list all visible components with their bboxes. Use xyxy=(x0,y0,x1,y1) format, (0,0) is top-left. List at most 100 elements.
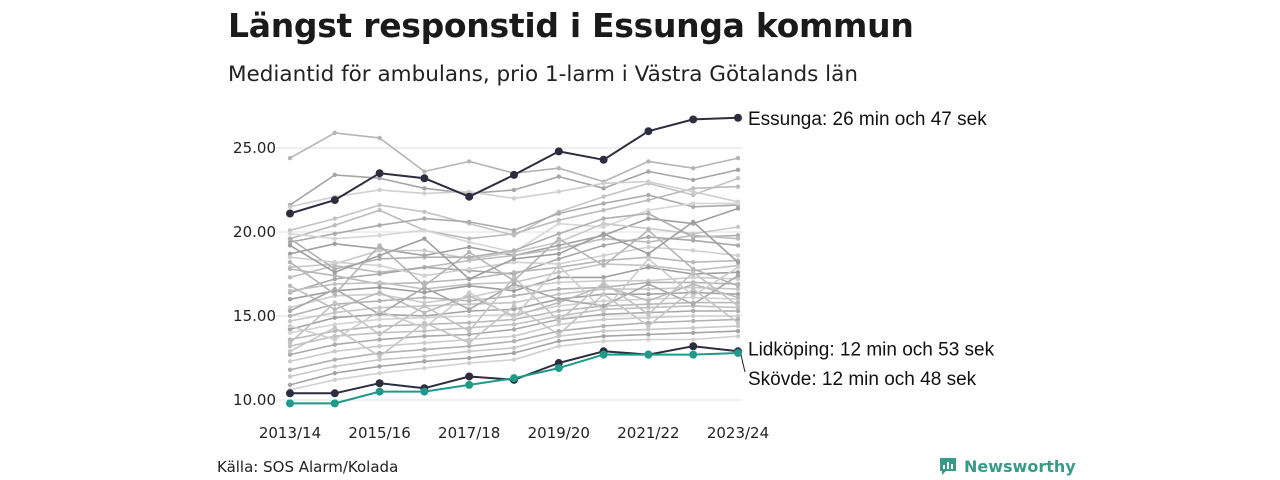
series-point xyxy=(646,265,651,270)
series-point xyxy=(601,201,606,206)
series-point xyxy=(377,263,382,268)
background-series-line xyxy=(287,313,741,364)
series-point xyxy=(467,258,472,263)
series-point xyxy=(422,300,427,305)
series-point xyxy=(556,165,561,171)
series-point xyxy=(287,236,293,241)
series-point xyxy=(511,339,517,344)
series-point xyxy=(330,196,339,205)
series-point xyxy=(332,349,337,354)
series-point xyxy=(511,270,517,275)
series-point xyxy=(332,322,337,327)
series-point xyxy=(286,399,294,408)
highlight-series-line xyxy=(286,113,742,218)
series-point xyxy=(286,389,294,398)
series-point xyxy=(467,340,472,346)
series-point xyxy=(601,333,606,339)
series-point xyxy=(601,231,606,236)
series-point xyxy=(556,318,561,324)
series-point xyxy=(377,223,382,228)
x-tick-label: 2023/24 xyxy=(707,424,769,442)
series-point xyxy=(511,281,517,287)
series-point xyxy=(467,249,472,255)
series-point xyxy=(511,285,517,290)
series-point xyxy=(556,236,561,241)
series-point xyxy=(287,337,293,342)
series-point xyxy=(422,295,427,300)
series-point xyxy=(377,332,382,337)
series-point xyxy=(735,184,741,189)
series-point xyxy=(377,308,382,314)
series-point xyxy=(556,239,561,245)
series-point xyxy=(691,260,696,265)
series-point xyxy=(422,273,427,278)
series-point xyxy=(646,256,651,262)
background-series-line xyxy=(287,328,741,388)
series-point xyxy=(510,170,518,179)
series-point xyxy=(287,266,293,272)
series-point xyxy=(422,228,427,233)
series-point xyxy=(332,172,337,178)
series-point xyxy=(422,280,427,285)
series-point xyxy=(601,221,606,226)
x-tick-label: 2013/14 xyxy=(259,424,321,442)
series-point xyxy=(377,187,382,193)
series-point xyxy=(332,130,337,136)
series-point xyxy=(467,337,472,342)
series-point xyxy=(646,169,651,174)
series-annotation: Essunga: 26 min och 47 sek xyxy=(748,109,987,130)
series-point xyxy=(735,317,741,322)
series-point xyxy=(332,231,337,236)
series-point xyxy=(377,312,382,317)
series-point xyxy=(601,275,606,280)
series-point xyxy=(556,332,561,337)
series-point xyxy=(556,303,561,309)
annotation-leader xyxy=(740,354,746,373)
series-point xyxy=(691,238,696,243)
series-line xyxy=(289,318,739,371)
series-point xyxy=(332,291,337,297)
series-point xyxy=(422,328,427,334)
x-tick-label: 2017/18 xyxy=(438,424,500,442)
series-point xyxy=(511,231,517,236)
series-point xyxy=(691,275,696,280)
series-point xyxy=(556,256,561,262)
series-point xyxy=(467,349,472,354)
series-point xyxy=(601,243,606,248)
series-point xyxy=(689,115,698,124)
series-point xyxy=(287,204,293,209)
series-point xyxy=(422,340,427,346)
series-point xyxy=(601,194,606,199)
series-point xyxy=(330,389,339,398)
series-point xyxy=(467,293,472,299)
background-series-line xyxy=(287,192,741,245)
x-tick-label: 2021/22 xyxy=(617,424,679,442)
series-point xyxy=(646,239,651,245)
series-point xyxy=(511,350,517,356)
series-point xyxy=(691,313,696,319)
series-point xyxy=(556,246,561,251)
series-point xyxy=(556,344,561,349)
series-point xyxy=(467,302,472,307)
series-point xyxy=(287,308,293,314)
series-point xyxy=(332,357,337,362)
series-point xyxy=(467,189,472,194)
series-point xyxy=(601,207,606,213)
series-point xyxy=(601,216,606,221)
series-point xyxy=(332,315,337,320)
series-point xyxy=(467,328,472,334)
series-annotation: Lidköping: 12 min och 53 sek xyxy=(748,339,995,360)
series-point xyxy=(422,248,427,253)
series-point xyxy=(422,310,427,315)
series-point xyxy=(377,305,382,310)
series-point xyxy=(422,169,427,174)
series-point xyxy=(332,286,337,292)
series-point xyxy=(287,239,293,245)
series-point xyxy=(646,298,651,304)
series-point xyxy=(511,327,517,332)
series-point xyxy=(601,181,606,186)
series-point xyxy=(691,325,696,330)
series-point xyxy=(332,310,337,315)
x-axis-ticks: 2013/14 2015/16 2017/18 2019/20 2021/22 2023/… xyxy=(259,424,769,442)
background-series-line xyxy=(287,219,741,282)
